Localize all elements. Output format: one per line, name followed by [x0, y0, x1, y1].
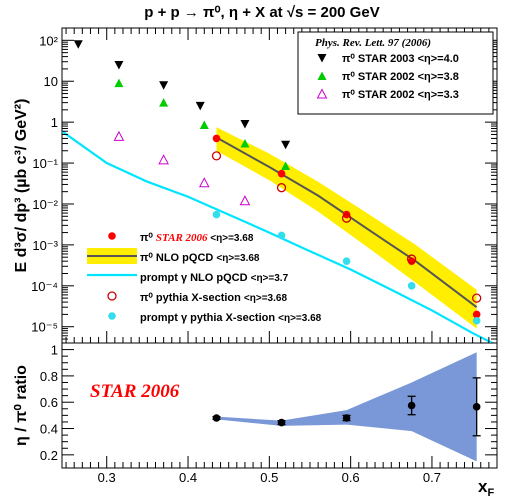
bottom-y-tick-label: 1	[51, 343, 58, 358]
pythia-pi0-point	[341, 213, 352, 223]
prompt-gamma-nlo-curve	[62, 130, 495, 343]
legend-label: π⁰ pythia X-section <η>=3.68	[140, 292, 287, 304]
reference-legend-label: π⁰ STAR 2003 <η>=4.0	[342, 53, 459, 65]
pythia-prompt-gamma-point	[472, 316, 481, 325]
reference-legend-symbol	[317, 54, 327, 63]
nlo-band	[216, 127, 477, 329]
top-y-tick-label: 10⁻¹	[32, 156, 58, 171]
pythia-prompt-gamma-point	[342, 257, 351, 265]
pythia-pi0-point	[211, 151, 222, 161]
legend-label: π⁰ NLO pQCD <η>=3.68	[140, 252, 260, 264]
ratio-point	[472, 403, 481, 411]
reference-legend-label: π⁰ STAR 2002 <η>=3.8	[342, 71, 459, 83]
legend-label-part: STAR 2006	[156, 232, 210, 244]
star2003-point	[73, 40, 83, 49]
bottom-x-tick-label: 0.5	[260, 470, 278, 485]
nlo-pqcd-curve	[215, 136, 478, 308]
legend-label-part: <η>=3.68	[210, 233, 254, 244]
bottom-x-tick-label: 0.7	[423, 470, 441, 485]
legend-label: prompt γ pythia X-section <η>=3.68	[140, 312, 322, 324]
pythia-prompt-gamma-point	[407, 282, 416, 290]
legend-label-part: π⁰	[140, 292, 156, 304]
legend-label-part: NLO pQCD	[156, 252, 217, 264]
x-axis-label: xF	[478, 477, 494, 499]
x-axis-label-subscript: F	[487, 487, 494, 499]
ratio-point	[342, 414, 351, 422]
bottom-plot-area	[212, 352, 481, 462]
top-y-tick-label: 10	[44, 74, 58, 89]
bottom-panel-frame	[61, 342, 498, 469]
star2002-eta33-point	[239, 195, 251, 206]
top-y-tick-label: 10²	[39, 33, 58, 48]
reference-legend-label: π⁰ STAR 2002 <η>=3.3	[342, 89, 459, 101]
legend-symbol-star2006	[108, 232, 116, 240]
star2006-point	[212, 134, 221, 143]
ratio-point	[407, 401, 416, 410]
legend-symbol-pythia-gamma	[108, 312, 116, 320]
pythia-pi0-point	[276, 183, 287, 193]
legend-label-part: <η>=3.7	[251, 273, 289, 284]
legend-label-part: π⁰	[140, 252, 156, 264]
ratio-band	[216, 352, 477, 462]
star2003-point	[114, 60, 124, 70]
star2002-eta38-point	[199, 120, 209, 130]
star2002-eta38-point	[281, 161, 291, 170]
top-y-tick-label: 10⁻²	[32, 197, 58, 212]
reference-legend-symbol	[317, 71, 327, 80]
pythia-prompt-gamma-point	[212, 210, 221, 219]
legend-label-part: prompt γ NLO pQCD	[140, 272, 251, 284]
top-y-axis-label: E d³σ/ dp³ (µb c³/ GeV²)	[13, 99, 30, 273]
top-y-tick-label: 10⁻⁵	[31, 320, 58, 335]
pythia-pi0-point	[472, 293, 482, 303]
legend-symbol-pythia-pi0	[107, 291, 117, 301]
reference-citation: Phys. Rev. Lett. 97 (2006)	[315, 37, 431, 49]
star2003-point	[281, 140, 291, 150]
star2006-point	[472, 310, 481, 319]
bottom-x-tick-label: 0.6	[342, 470, 360, 485]
star2002-eta38-point	[114, 78, 124, 88]
reference-legend-symbol	[316, 88, 328, 99]
pythia-prompt-gamma-point	[277, 231, 286, 240]
star2002-eta33-point	[198, 177, 210, 188]
bottom-y-tick-label: 0.8	[40, 369, 58, 384]
legend-label-part: π⁰	[140, 232, 156, 244]
top-y-tick-label: 1	[51, 115, 58, 130]
legend-label-part: <η>=3.68	[244, 293, 288, 304]
star2006-annotation: STAR 2006	[90, 381, 180, 402]
star2006-point	[277, 169, 286, 178]
bottom-x-tick-label: 0.3	[98, 470, 116, 485]
legend-label: prompt γ NLO pQCD <η>=3.7	[140, 272, 289, 284]
star2002-eta38-point	[159, 98, 169, 107]
legend-label-part: pythia X-section	[156, 292, 244, 304]
top-y-tick-label: 10⁻⁴	[31, 279, 58, 294]
bottom-x-tick-label: 0.4	[179, 470, 197, 485]
star2002-eta38-point	[240, 139, 250, 148]
bottom-y-tick-label: 0.4	[40, 422, 58, 437]
top-plot-area	[62, 40, 495, 343]
star2002-eta33-point	[158, 154, 169, 165]
legend-label-part: <η>=3.68	[216, 253, 260, 264]
page-title: p + p → π⁰, η + X at √s = 200 GeV	[144, 4, 379, 21]
star2002-eta33-point	[113, 130, 125, 141]
ratio-point	[277, 418, 286, 427]
pythia-pi0-point	[406, 254, 417, 264]
legend-label-part: <η>=3.68	[278, 313, 322, 324]
legend-label-part: prompt γ pythia X-section	[140, 312, 278, 324]
top-y-tick-label: 10⁻³	[32, 238, 58, 253]
bottom-y-tick-label: 0.2	[40, 448, 58, 463]
star2003-point	[159, 81, 169, 90]
star2003-point	[240, 120, 250, 129]
bottom-y-axis-label: η / π⁰ ratio	[13, 365, 30, 446]
ratio-point	[212, 414, 221, 422]
reference-box	[297, 31, 494, 115]
bottom-y-tick-label: 0.6	[40, 395, 58, 410]
star2003-point	[195, 101, 205, 111]
legend-label: π⁰ STAR 2006 <η>=3.68	[140, 232, 254, 244]
